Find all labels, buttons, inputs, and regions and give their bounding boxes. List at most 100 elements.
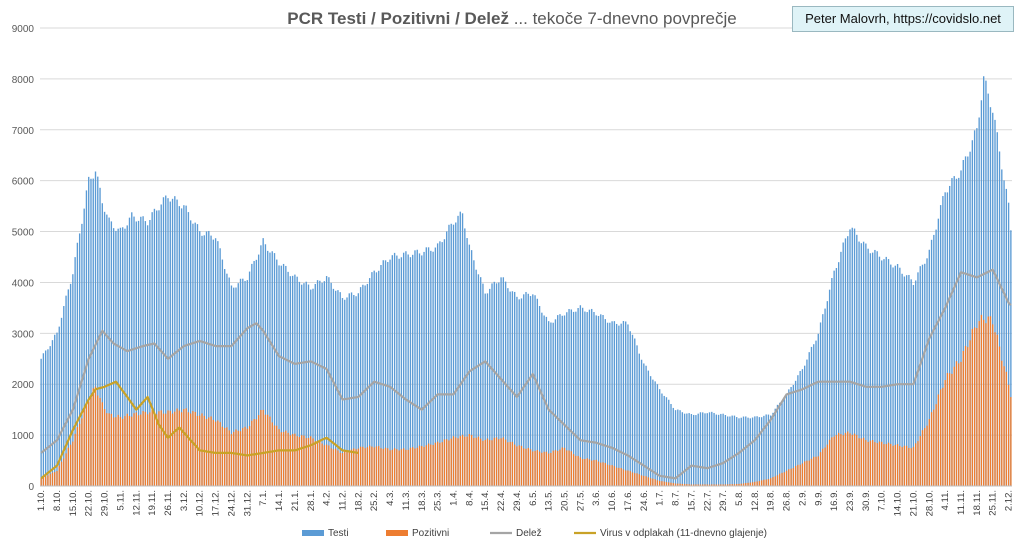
bar-testi xyxy=(210,235,212,486)
bar-pozitivni xyxy=(90,396,92,486)
bar-testi xyxy=(726,416,729,486)
bar-testi xyxy=(110,221,113,487)
bar-testi xyxy=(500,277,502,486)
bar-testi xyxy=(554,319,557,486)
bar-pozitivni xyxy=(989,316,992,486)
bar-testi xyxy=(858,241,860,486)
bar-testi xyxy=(908,274,910,486)
bar-testi xyxy=(137,220,140,486)
bar-pozitivni xyxy=(779,473,781,486)
bar-testi xyxy=(683,413,686,486)
bar-testi xyxy=(464,228,466,486)
bar-pozitivni xyxy=(722,484,724,486)
bar-testi xyxy=(339,292,341,486)
bar-pozitivni xyxy=(92,388,94,486)
bar-pozitivni xyxy=(840,434,842,486)
bar-testi xyxy=(779,402,781,486)
bar-testi xyxy=(960,170,962,486)
bar-pozitivni xyxy=(180,412,183,486)
bar-testi xyxy=(958,177,960,486)
bar-pozitivni xyxy=(294,433,296,486)
bar-pozitivni xyxy=(532,451,534,486)
bar-testi xyxy=(724,415,727,486)
bar-pozitivni xyxy=(56,471,58,486)
bar-pozitivni xyxy=(110,413,113,486)
credit-box: Peter Malovrh, https://covidslo.net xyxy=(792,6,1014,32)
bar-pozitivni xyxy=(994,332,996,486)
bar-pozitivni xyxy=(323,445,326,486)
bar-testi xyxy=(964,156,967,486)
bar-testi xyxy=(774,408,776,486)
x-tick-label: 18.2. xyxy=(353,490,364,511)
bar-pozitivni xyxy=(745,483,747,486)
bar-pozitivni xyxy=(935,404,937,486)
bar-pozitivni xyxy=(856,434,858,486)
bar-pozitivni xyxy=(828,439,831,486)
bar-testi xyxy=(903,276,906,486)
x-tick-label: 27.5. xyxy=(575,490,586,511)
bar-testi xyxy=(219,248,221,486)
bar-pozitivni xyxy=(412,447,414,486)
bar-testi xyxy=(516,296,518,486)
bar-pozitivni xyxy=(167,410,169,486)
bar-pozitivni xyxy=(640,475,643,486)
bar-pozitivni xyxy=(464,436,466,486)
bar-pozitivni xyxy=(221,426,224,486)
bar-pozitivni xyxy=(239,431,242,486)
bar-pozitivni xyxy=(613,466,616,486)
bar-testi xyxy=(835,268,838,486)
bar-testi xyxy=(851,227,853,486)
bar-pozitivni xyxy=(287,432,289,486)
x-tick-label: 26.8. xyxy=(782,490,793,511)
bar-pozitivni xyxy=(631,472,634,486)
bar-pozitivni xyxy=(509,441,511,486)
bar-testi xyxy=(581,307,584,486)
bar-testi xyxy=(881,260,883,486)
bar-testi xyxy=(439,241,441,486)
bar-pozitivni xyxy=(813,456,815,486)
bar-testi xyxy=(208,230,210,486)
bar-pozitivni xyxy=(398,450,400,486)
bar-pozitivni xyxy=(713,484,715,486)
bar-testi xyxy=(368,278,371,486)
bar-testi xyxy=(242,278,244,486)
bar-testi xyxy=(749,418,751,486)
bar-testi xyxy=(305,281,307,486)
x-tick-label: 7.1. xyxy=(258,490,269,506)
x-tick-label: 28.10. xyxy=(924,490,935,516)
y-tick-label: 7000 xyxy=(12,126,35,137)
bar-testi xyxy=(690,414,693,486)
bar-testi xyxy=(819,322,822,486)
bar-pozitivni xyxy=(149,412,151,486)
bar-pozitivni xyxy=(566,450,568,486)
bar-testi xyxy=(289,276,292,486)
bar-testi xyxy=(398,258,400,486)
bar-testi xyxy=(264,244,267,486)
bar-testi xyxy=(930,239,933,486)
bar-testi xyxy=(577,308,579,486)
bar-testi xyxy=(56,332,58,486)
bar-pozitivni xyxy=(257,415,260,486)
bar-testi xyxy=(890,264,892,486)
bar-pozitivni xyxy=(708,484,711,486)
bar-pozitivni xyxy=(647,477,650,486)
bar-pozitivni xyxy=(819,452,822,486)
bar-testi xyxy=(679,410,681,486)
bar-testi xyxy=(720,413,722,486)
bar-testi xyxy=(450,223,452,487)
bar-testi xyxy=(810,346,813,486)
bar-pozitivni xyxy=(443,439,446,486)
bar-pozitivni xyxy=(305,438,307,486)
bar-pozitivni xyxy=(677,483,679,486)
bar-pozitivni xyxy=(867,441,869,486)
bar-testi xyxy=(452,224,455,486)
bar-pozitivni xyxy=(441,442,443,486)
bar-pozitivni xyxy=(1005,371,1008,486)
bar-testi xyxy=(742,416,745,486)
bar-testi xyxy=(423,251,425,486)
bar-testi xyxy=(493,281,495,486)
bar-testi xyxy=(883,259,885,486)
x-tick-label: 20.5. xyxy=(560,490,571,511)
bar-testi xyxy=(90,178,92,486)
bar-testi xyxy=(160,204,162,486)
